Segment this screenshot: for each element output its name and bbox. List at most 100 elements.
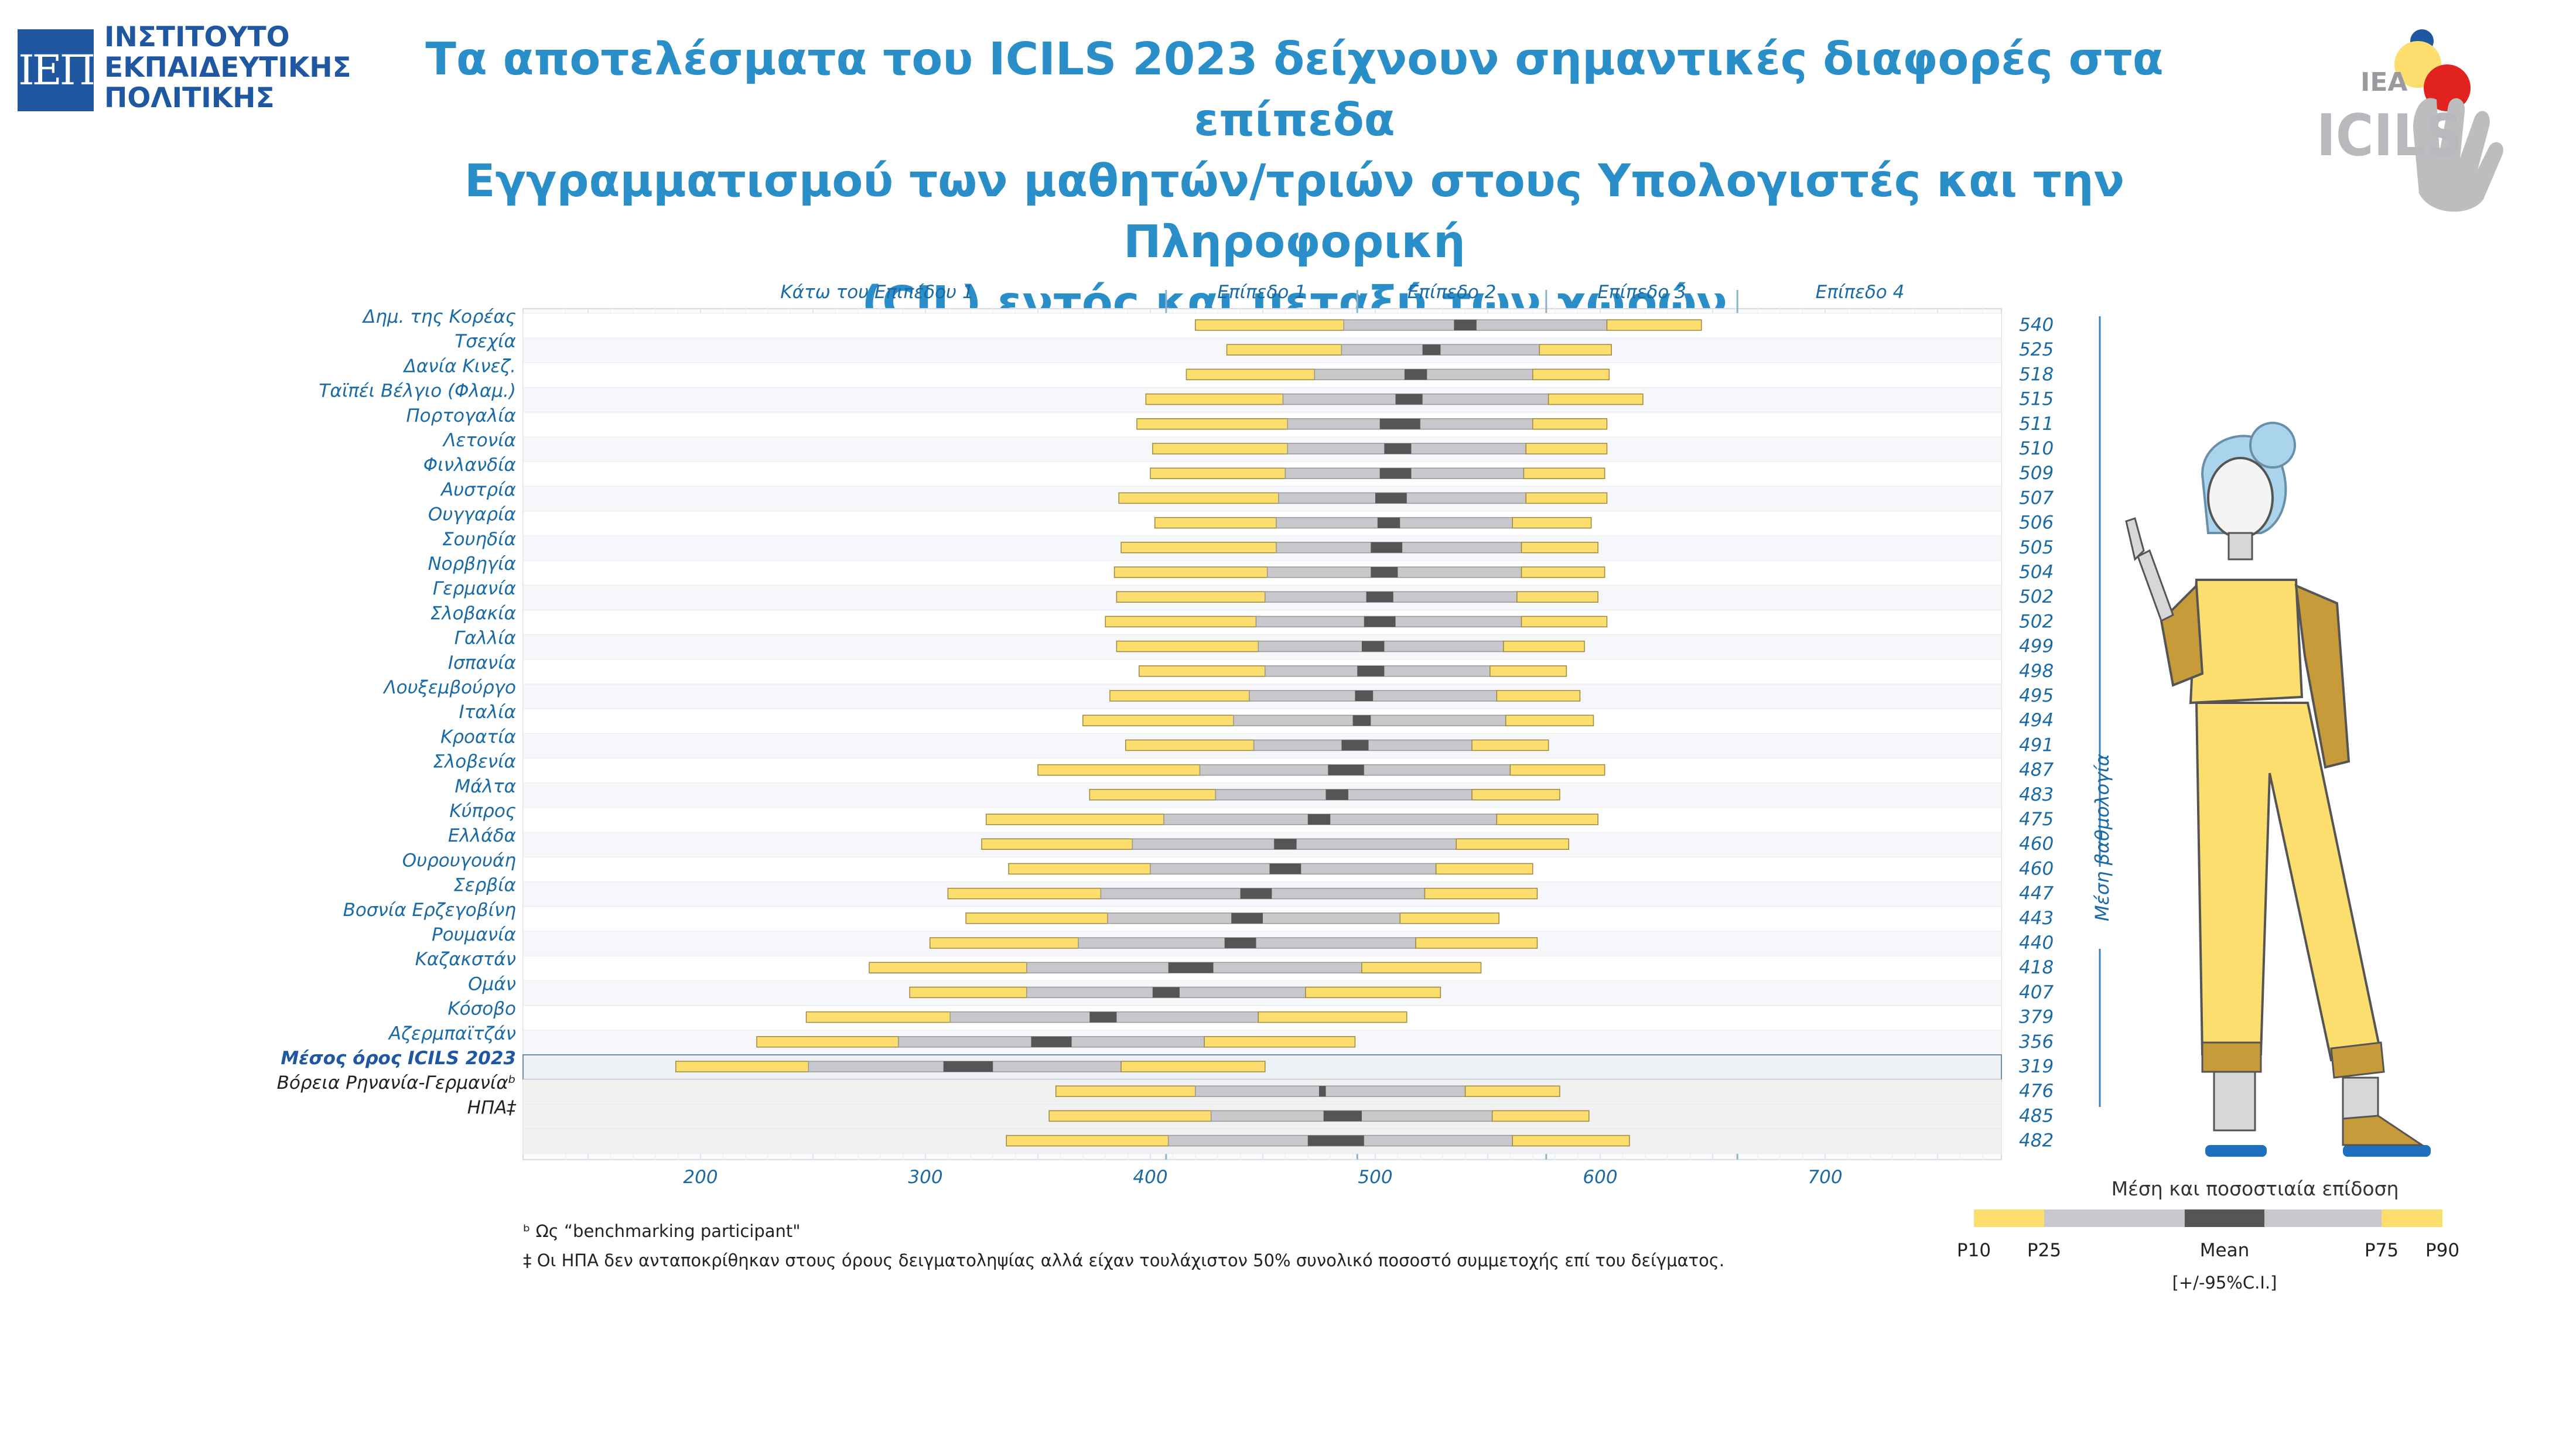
bar-p75-p90 [1523,467,1605,479]
bar-mean-ci [1357,665,1385,676]
bar-p10-p25 [1154,517,1277,529]
bar-mean-ci [1371,542,1403,553]
country-label: Ταϊπέι Βέλγιο (Φλαμ.) [319,381,516,402]
bar-p75-p90 [1456,838,1569,850]
legend-title: Μέση και ποσοστιαία επίδοση [2111,1177,2399,1200]
bar-mean-ci [1224,938,1256,948]
mean-value: 502 [2019,586,2054,607]
bar-p10-p25 [1152,443,1288,454]
country-label: Μάλτα [455,776,516,797]
bar-p10-p25 [1037,764,1201,776]
mean-value: 506 [2019,512,2054,534]
bar-mean-ci [1323,1110,1362,1122]
bar-p75-p90 [1509,764,1605,776]
mean-value: 460 [2019,833,2054,855]
country-label: Λουξεμβούργο [382,677,516,698]
legend-label: P10 [1957,1240,1991,1261]
x-tick-label: 300 [908,1167,942,1188]
bar-mean-ci [1364,616,1396,627]
bar-p10-p25 [1006,1134,1169,1147]
bar-p75-p90 [1532,368,1610,381]
bar-p75-p90 [1361,962,1482,973]
level-label: Επίπεδο 2 [1407,282,1497,303]
bar-p75-p90 [1503,640,1585,652]
iea-text: IEA [2360,67,2407,97]
teacher-illustration [2125,422,2431,1157]
bar-p10-p25 [1055,1085,1196,1097]
bar-mean-ci [1031,1036,1072,1047]
logo-line-3: ΠΟΛΙΤΙΚΗΣ [104,82,275,114]
mean-value: 498 [2019,661,2054,682]
mean-value: 319 [2019,1056,2054,1077]
mean-value: 540 [2019,315,2054,336]
country-label: Ρουμανία [432,924,516,945]
bar-p10-p25 [1136,418,1288,430]
figure-face [2207,457,2274,539]
mean-value: 475 [2019,809,2054,830]
bar-p10-p25 [981,838,1133,850]
bar-p75-p90 [1471,739,1549,751]
country-label: Γαλλία [455,628,516,649]
bar-p10-p25 [1120,542,1277,553]
mean-value: 509 [2019,463,2054,484]
bar-p10-p25 [1195,319,1344,331]
figure-pointing-hand [2125,517,2145,561]
country-label: Γερμανία [433,578,516,599]
mean-value: 476 [2019,1081,2054,1102]
bar-p10-p25 [1226,344,1342,356]
bar-mean-ci [1395,394,1423,405]
legend-segment [2382,1209,2442,1227]
bar-p10-p25 [1185,368,1316,381]
icils-text: ICILS [2317,102,2463,169]
row-band [522,832,2002,857]
bar-p75-p90 [1435,863,1533,875]
country-label: Ισπανία [448,652,516,674]
logo-line-2: ΕΚΠΑΙΔΕΥΤΙΚΗΣ [104,52,351,84]
mean-value: 460 [2019,858,2054,879]
iep-logo-mark: ΙΕΠ [18,29,95,111]
country-label: Ουγγαρία [428,504,516,525]
bar-p10-p25 [1113,566,1268,578]
country-label: Δημ. της Κορέας [362,306,516,327]
country-label: Ομάν [468,973,516,995]
bar-p10-p25 [675,1061,809,1072]
bar-mean-ci [1377,517,1400,528]
mean-value: 525 [2019,339,2054,360]
row-band [522,782,2002,808]
country-label: Ουρουγουάη [402,850,516,871]
bar-mean-ci [1168,962,1214,973]
axis-gap [2091,867,2109,949]
bar-mean-ci [1269,863,1301,874]
x-tick-label: 400 [1133,1167,1167,1188]
bar-mean-ci [1341,740,1369,751]
figure-leg-right [2342,1077,2379,1120]
bar-p75-p90 [1496,690,1581,702]
figure-bun [2249,422,2296,469]
bar-p75-p90 [1525,492,1608,504]
mean-value: 482 [2019,1130,2054,1151]
legend-label: P75 [2365,1240,2399,1261]
bar-p10-p25 [869,962,1027,973]
bar-mean-ci [1319,1086,1326,1097]
bar-p10-p25 [1118,492,1279,504]
figure-top [2189,579,2304,705]
footnote-benchmark: ᵇ Ως “benchmarking participant" [523,1221,801,1241]
iep-logo-text: ΙΝΣΤΙΤΟΥΤΟ ΕΚΠΑΙΔΕΥΤΙΚΗΣ ΠΟΛΙΤΙΚΗΣ [104,22,351,114]
bar-mean-ci [1371,567,1398,577]
bar-mean-ci [1384,443,1412,454]
level-label: Κάτω του Επιπέδου 1 [780,282,973,303]
country-label: Βοσνία Ερζεγοβίνη [343,900,516,921]
bar-mean-ci [1454,320,1477,330]
country-label: Σερβία [453,875,516,896]
bar-p75-p90 [1424,887,1538,900]
figure-sleeve-right [2294,583,2350,769]
bar-mean-ci [1355,691,1374,701]
bar-p25-p75 [1195,1085,1466,1097]
country-label: Τσεχία [455,331,516,352]
country-label: Κόσοβο [447,999,516,1020]
country-label: Κύπρος [449,801,516,822]
mean-value: 440 [2019,932,2054,954]
mean-value: 499 [2019,636,2054,657]
mean-value: 494 [2019,710,2054,731]
country-label: Αζερμπαϊτζάν [388,1023,516,1044]
